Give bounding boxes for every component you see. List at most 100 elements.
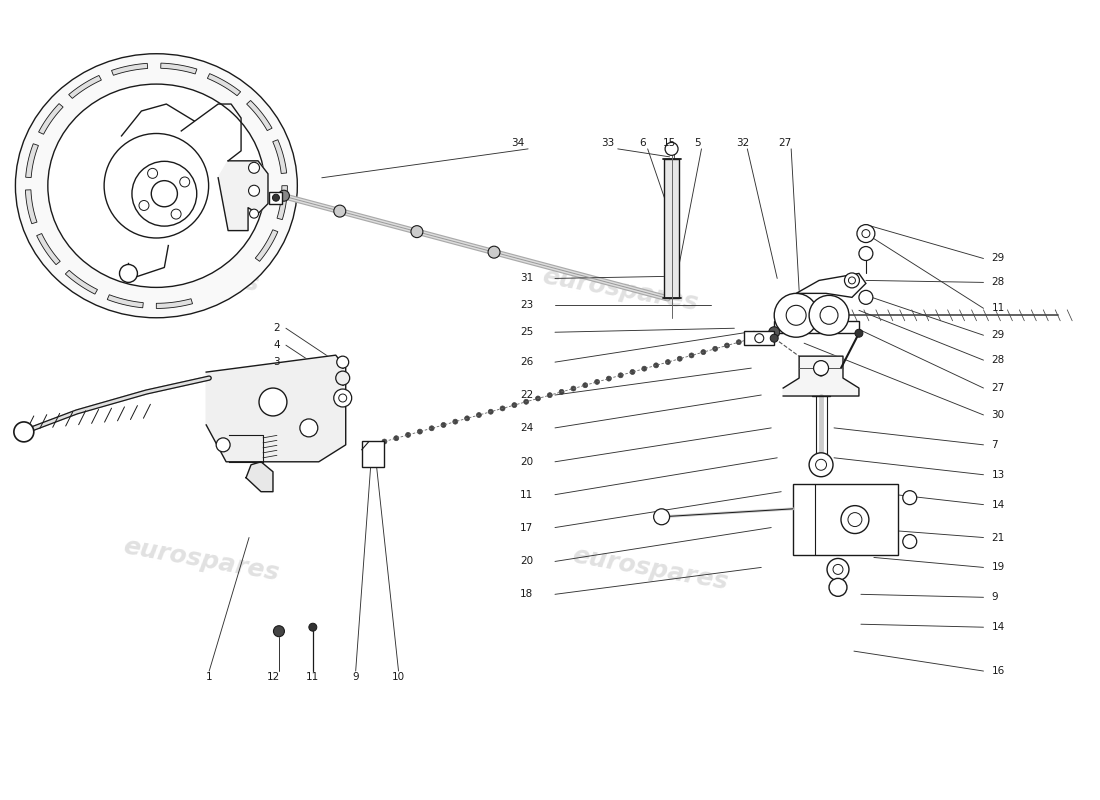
Circle shape (606, 376, 612, 381)
Circle shape (774, 294, 818, 338)
Circle shape (441, 422, 446, 427)
Circle shape (903, 534, 916, 549)
Circle shape (770, 334, 778, 342)
Circle shape (630, 370, 635, 374)
Polygon shape (68, 75, 101, 98)
Text: 23: 23 (520, 300, 534, 310)
Text: eurospares: eurospares (570, 544, 729, 595)
Polygon shape (156, 298, 192, 309)
Circle shape (666, 142, 678, 155)
Circle shape (273, 194, 279, 201)
Circle shape (411, 226, 422, 238)
Polygon shape (277, 186, 287, 220)
Circle shape (786, 306, 806, 326)
Circle shape (429, 426, 434, 430)
Text: 20: 20 (520, 457, 534, 466)
Circle shape (488, 246, 501, 258)
Circle shape (678, 356, 682, 362)
Text: 33: 33 (602, 138, 615, 148)
Circle shape (618, 373, 624, 378)
Text: 28: 28 (991, 278, 1004, 287)
Circle shape (152, 181, 177, 206)
Circle shape (821, 306, 838, 324)
Text: 22: 22 (520, 390, 534, 400)
Polygon shape (36, 234, 60, 265)
Text: eurospares: eurospares (540, 265, 700, 316)
Circle shape (862, 230, 870, 238)
Circle shape (453, 419, 458, 424)
Circle shape (548, 393, 552, 398)
Text: 18: 18 (520, 590, 534, 599)
FancyBboxPatch shape (362, 441, 384, 466)
Text: 34: 34 (512, 138, 525, 148)
Circle shape (249, 186, 260, 196)
Circle shape (769, 326, 780, 338)
Circle shape (810, 295, 849, 335)
Text: 10: 10 (392, 672, 405, 682)
Text: 6: 6 (639, 138, 646, 148)
Circle shape (848, 513, 862, 526)
Text: 9: 9 (991, 592, 998, 602)
Circle shape (14, 422, 34, 442)
Circle shape (855, 330, 862, 338)
Polygon shape (161, 63, 197, 74)
Circle shape (845, 273, 859, 288)
Polygon shape (246, 462, 273, 492)
Circle shape (848, 277, 856, 284)
Circle shape (382, 439, 387, 444)
Circle shape (666, 359, 670, 365)
Text: 7: 7 (991, 440, 998, 450)
Circle shape (336, 371, 350, 385)
Circle shape (833, 565, 843, 574)
Text: 13: 13 (991, 470, 1004, 480)
Ellipse shape (15, 54, 297, 318)
Circle shape (339, 394, 346, 402)
Circle shape (814, 361, 828, 375)
Circle shape (736, 340, 741, 345)
Polygon shape (25, 190, 37, 224)
Circle shape (500, 406, 505, 411)
Text: eurospares: eurospares (101, 245, 261, 296)
Circle shape (370, 442, 375, 447)
Polygon shape (39, 103, 63, 134)
Polygon shape (246, 101, 272, 130)
Text: 28: 28 (991, 355, 1004, 365)
Circle shape (653, 509, 670, 525)
Circle shape (512, 402, 517, 407)
Circle shape (829, 578, 847, 596)
Circle shape (406, 433, 410, 438)
Circle shape (583, 382, 587, 388)
Polygon shape (796, 274, 866, 298)
Text: 30: 30 (991, 410, 1004, 420)
Text: 1: 1 (206, 672, 212, 682)
Text: 29: 29 (991, 254, 1004, 263)
FancyBboxPatch shape (745, 331, 774, 345)
Circle shape (689, 353, 694, 358)
Circle shape (817, 368, 825, 376)
Polygon shape (111, 63, 147, 75)
Circle shape (842, 506, 869, 534)
Circle shape (250, 209, 258, 218)
Polygon shape (25, 144, 39, 178)
Circle shape (488, 410, 493, 414)
Text: 5: 5 (694, 138, 701, 148)
Text: 11: 11 (520, 490, 534, 500)
Text: 25: 25 (520, 327, 534, 338)
Text: 19: 19 (991, 562, 1004, 573)
Text: 21: 21 (991, 533, 1004, 542)
Circle shape (179, 177, 189, 187)
Circle shape (172, 209, 182, 219)
Text: 15: 15 (663, 138, 676, 148)
Circle shape (653, 363, 659, 368)
Text: 26: 26 (520, 357, 534, 367)
Circle shape (139, 201, 148, 210)
Text: 3: 3 (273, 357, 279, 367)
Text: 31: 31 (520, 274, 534, 283)
Circle shape (337, 356, 349, 368)
Circle shape (755, 334, 763, 342)
Polygon shape (208, 74, 241, 96)
Circle shape (536, 396, 540, 401)
Circle shape (217, 438, 230, 452)
Polygon shape (206, 355, 345, 462)
Circle shape (859, 290, 873, 304)
